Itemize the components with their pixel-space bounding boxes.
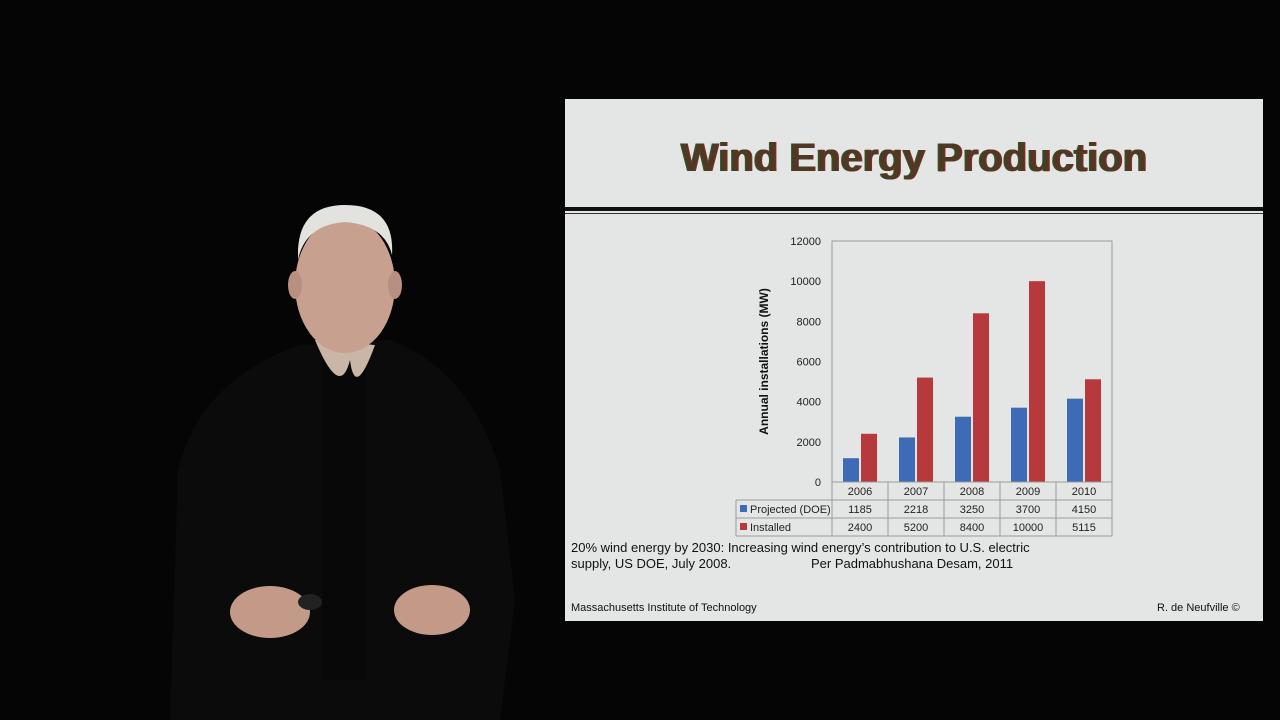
title-divider-thick xyxy=(565,207,1263,211)
source-credit: Per Padmabhushana Desam, 2011 xyxy=(811,556,1014,571)
data-table-value: 3700 xyxy=(1016,504,1040,516)
bar-installed-2008 xyxy=(973,313,989,482)
slide-title: Wind Energy Production xyxy=(680,136,1148,180)
legend-label: Projected (DOE) xyxy=(750,504,831,516)
y-tick-label: 4000 xyxy=(797,397,821,409)
footer-institution: Massachusetts Institute of Technology xyxy=(571,602,757,614)
x-tick-label: 2006 xyxy=(848,486,872,498)
bar-projected-2009 xyxy=(1011,407,1027,482)
legend-swatch xyxy=(740,523,747,530)
y-tick-label: 2000 xyxy=(797,437,821,449)
source-caption-line2: supply, US DOE, July 2008. xyxy=(571,556,732,571)
data-table-value: 4150 xyxy=(1072,504,1096,516)
source-caption-line1: 20% wind energy by 2030: Increasing wind… xyxy=(571,540,1030,555)
data-table-value: 3250 xyxy=(960,504,984,516)
bar-installed-2009 xyxy=(1029,281,1045,482)
bar-projected-2007 xyxy=(899,437,915,482)
y-tick-label: 12000 xyxy=(790,236,821,248)
footer-author: R. de Neufville © xyxy=(1157,602,1240,614)
presenter-figure xyxy=(170,205,515,720)
bar-projected-2008 xyxy=(955,416,971,482)
legend-label: Installed xyxy=(750,522,791,534)
data-table-value: 8400 xyxy=(960,522,984,534)
y-tick-label: 10000 xyxy=(790,276,821,288)
x-tick-label: 2007 xyxy=(904,486,928,498)
x-tick-label: 2010 xyxy=(1072,486,1096,498)
y-tick-label: 8000 xyxy=(797,316,821,328)
bar-installed-2006 xyxy=(861,433,877,482)
y-tick-label: 6000 xyxy=(797,357,821,369)
data-table-value: 5115 xyxy=(1072,522,1096,534)
data-table-value: 2218 xyxy=(904,504,928,516)
data-table-value: 5200 xyxy=(904,522,928,534)
data-table-value: 1185 xyxy=(848,504,872,516)
y-axis-label: Annual installations (MW) xyxy=(757,288,771,435)
x-tick-label: 2008 xyxy=(960,486,984,498)
presentation-slide xyxy=(565,99,1263,621)
y-tick-label: 0 xyxy=(815,477,821,489)
title-divider-thin xyxy=(565,213,1263,214)
data-table-value: 2400 xyxy=(848,522,872,534)
bar-projected-2010 xyxy=(1067,398,1083,482)
bar-installed-2010 xyxy=(1085,379,1101,482)
bar-installed-2007 xyxy=(917,377,933,482)
data-table-value: 10000 xyxy=(1013,522,1044,534)
legend-swatch xyxy=(740,505,747,512)
x-tick-label: 2009 xyxy=(1016,486,1040,498)
bar-projected-2006 xyxy=(843,458,859,482)
